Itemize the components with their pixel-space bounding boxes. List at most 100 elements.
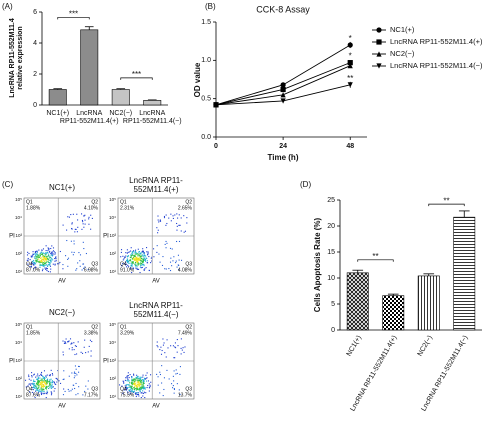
event-dot xyxy=(49,385,51,387)
event-dot xyxy=(48,262,50,264)
event-dot xyxy=(184,346,186,348)
event-dot xyxy=(143,379,145,381)
event-dot xyxy=(42,259,45,261)
event-dot xyxy=(33,259,35,262)
quadrant-label: Q3 xyxy=(185,261,192,267)
event-dot xyxy=(43,389,45,391)
event-dot xyxy=(133,380,135,382)
event-dot xyxy=(134,382,136,384)
event-dot xyxy=(44,252,46,255)
event-dot xyxy=(38,381,40,383)
event-dot xyxy=(120,265,123,267)
event-dot xyxy=(143,252,145,254)
event-dot xyxy=(177,217,179,219)
event-dot xyxy=(47,255,49,257)
event-dot xyxy=(134,379,136,381)
event-dot xyxy=(136,258,138,261)
event-dot xyxy=(124,385,126,387)
event-dot xyxy=(35,260,37,262)
event-dot xyxy=(131,253,133,255)
event-dot xyxy=(48,264,50,266)
event-dot xyxy=(159,261,161,263)
event-dot xyxy=(48,381,50,383)
event-dot xyxy=(84,219,86,221)
event-dot xyxy=(33,386,35,388)
event-dot xyxy=(51,384,53,386)
event-dot xyxy=(126,380,128,382)
event-dot xyxy=(148,269,150,272)
event-dot xyxy=(126,259,128,261)
event-dot xyxy=(43,255,45,257)
event-dot xyxy=(146,247,148,249)
event-dot xyxy=(49,385,51,387)
event-dot xyxy=(125,384,127,386)
event-dot xyxy=(44,387,47,389)
event-dot xyxy=(70,214,72,216)
event-dot xyxy=(83,247,85,250)
y-tick-label: 5 xyxy=(331,301,335,308)
event-dot xyxy=(56,378,58,380)
y-tick-label: 10¹ xyxy=(15,269,22,274)
y-tick-label: 4 xyxy=(33,40,37,47)
event-dot xyxy=(76,374,78,376)
event-dot xyxy=(50,382,52,384)
event-dot xyxy=(29,265,31,267)
event-dot xyxy=(124,256,126,258)
event-dot xyxy=(179,224,181,226)
event-dot xyxy=(78,386,80,388)
event-dot xyxy=(126,249,128,251)
y-tick-label: 6 xyxy=(33,9,37,16)
event-dot xyxy=(41,379,43,381)
event-dot xyxy=(134,254,136,256)
event-dot xyxy=(135,258,137,260)
event-dot xyxy=(87,380,89,382)
event-dot xyxy=(122,259,124,261)
event-dot xyxy=(77,262,79,264)
event-dot xyxy=(134,255,136,257)
event-dot xyxy=(137,263,139,265)
y-tick-label: 10⁴ xyxy=(15,340,22,345)
event-dot xyxy=(41,380,43,382)
event-dot xyxy=(58,263,60,265)
event-dot xyxy=(143,259,146,261)
event-dot xyxy=(139,383,141,385)
event-dot xyxy=(49,257,51,259)
event-dot xyxy=(51,245,53,247)
event-dot xyxy=(31,387,33,389)
event-dot xyxy=(134,258,136,260)
event-dot xyxy=(141,387,143,390)
event-dot xyxy=(53,390,55,392)
event-dot xyxy=(140,254,142,256)
event-dot xyxy=(147,252,149,254)
event-dot xyxy=(136,261,138,264)
event-dot xyxy=(50,392,53,394)
event-dot xyxy=(170,257,172,259)
event-dot xyxy=(30,255,32,257)
event-dot xyxy=(64,341,66,343)
event-dot xyxy=(43,385,45,387)
event-dot xyxy=(137,388,139,390)
event-dot xyxy=(165,224,167,226)
event-dot xyxy=(37,380,39,383)
event-dot xyxy=(45,375,47,377)
event-dot xyxy=(40,382,42,384)
event-dot xyxy=(32,255,34,257)
event-dot xyxy=(131,384,133,386)
event-dot xyxy=(35,256,37,258)
event-dot xyxy=(141,264,143,266)
event-dot xyxy=(182,347,184,349)
event-dot xyxy=(130,254,132,256)
event-dot xyxy=(36,394,38,396)
event-dot xyxy=(127,383,129,386)
event-dot xyxy=(74,345,76,347)
event-dot xyxy=(40,386,42,388)
event-dot xyxy=(54,388,56,390)
event-dot xyxy=(47,378,49,380)
event-dot xyxy=(33,268,35,270)
event-dot xyxy=(128,377,130,379)
event-dot xyxy=(29,383,31,385)
event-dot xyxy=(177,254,179,256)
event-dot xyxy=(27,259,29,261)
event-dot xyxy=(72,213,74,215)
event-dot xyxy=(120,256,122,258)
